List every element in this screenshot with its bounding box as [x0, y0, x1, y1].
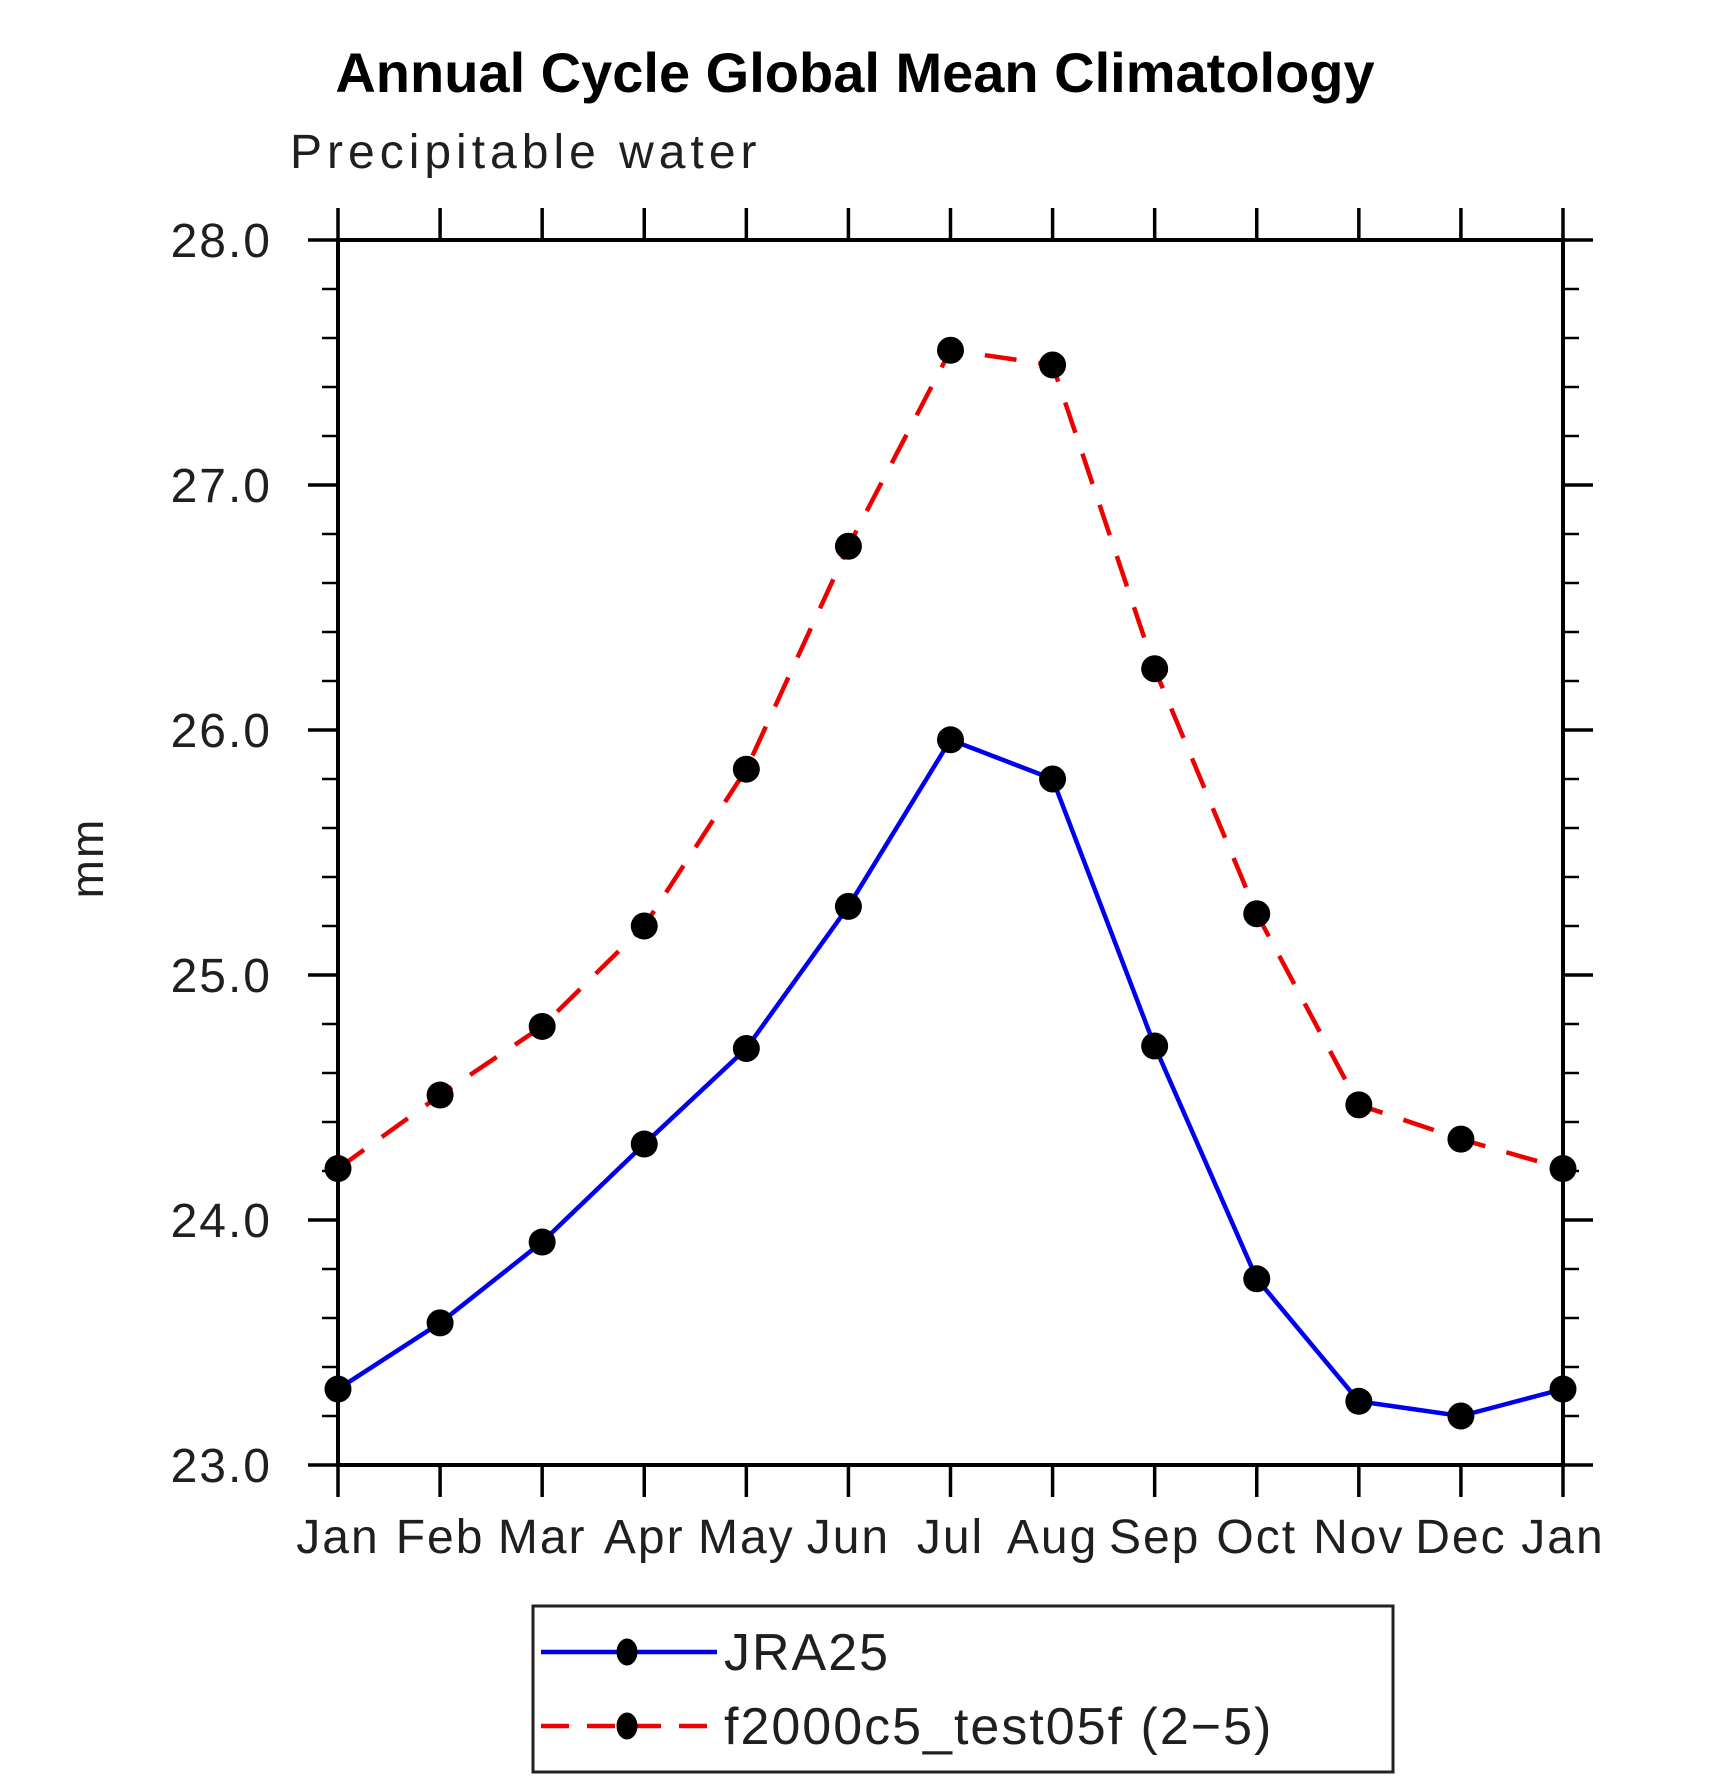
legend-label-1: f2000c5_test05f (2−5): [724, 1698, 1273, 1756]
data-point-1-jan: [1549, 1155, 1577, 1183]
y-axis-title: mm: [61, 818, 113, 899]
data-point-1-jul: [937, 336, 964, 364]
axis-ticks: [308, 208, 1593, 1497]
chart-subtitle: Precipitable water: [290, 126, 762, 179]
data-point-0-jul: [937, 726, 964, 754]
data-point-0-dec: [1447, 1402, 1475, 1430]
data-point-1-mar: [528, 1012, 556, 1040]
data-point-1-nov: [1345, 1091, 1373, 1119]
data-point-0-aug: [1039, 765, 1067, 793]
data-point-0-oct: [1243, 1265, 1271, 1293]
x-tick-label: Jan: [1521, 1511, 1604, 1564]
x-tick-label: Oct: [1216, 1511, 1297, 1564]
y-tick-label: 27.0: [171, 460, 272, 513]
legend-box: [531, 1604, 1395, 1774]
data-point-0-mar: [528, 1228, 556, 1256]
x-tick-label: Sep: [1109, 1511, 1200, 1564]
x-tick-label: Mar: [498, 1511, 587, 1564]
data-series: [336, 347, 1564, 1419]
data-point-0-jun: [834, 892, 862, 920]
legend-marker-0: [616, 1638, 638, 1666]
data-markers: [324, 336, 1577, 1430]
data-point-0-sep: [1141, 1032, 1169, 1060]
data-point-1-may: [732, 755, 760, 783]
data-point-0-feb: [426, 1309, 454, 1337]
x-tick-label: Jun: [807, 1511, 890, 1564]
x-tick-label: May: [698, 1511, 795, 1564]
data-point-1-feb: [426, 1081, 454, 1109]
y-tick-label: 25.0: [171, 950, 272, 1003]
legend-label-0: JRA25: [724, 1624, 890, 1682]
data-point-0-may: [732, 1035, 760, 1062]
x-tick-label: Jul: [917, 1511, 984, 1564]
y-tick-label: 26.0: [171, 705, 272, 758]
chart-title: Annual Cycle Global Mean Climatology: [335, 41, 1374, 104]
data-point-0-jan: [324, 1375, 352, 1403]
x-tick-label: Jan: [296, 1511, 379, 1564]
data-point-0-nov: [1345, 1387, 1373, 1415]
series-line-0: [336, 737, 1564, 1419]
data-point-1-sep: [1141, 655, 1169, 683]
y-tick-label: 24.0: [171, 1195, 272, 1248]
plot-border: [336, 238, 1565, 1467]
x-tick-label: Feb: [396, 1511, 485, 1564]
y-tick-label: 28.0: [171, 215, 272, 268]
plot-frame: [336, 238, 1565, 1467]
legend-marker-1: [616, 1712, 638, 1740]
data-point-1-jun: [834, 532, 862, 560]
data-point-1-dec: [1447, 1125, 1475, 1153]
data-point-1-jan: [324, 1155, 352, 1183]
data-point-1-oct: [1243, 900, 1271, 928]
y-tick-label: 23.0: [171, 1440, 272, 1493]
x-tick-label: Dec: [1415, 1511, 1506, 1564]
data-point-0-apr: [630, 1130, 658, 1158]
legend: JRA25 f2000c5_test05f (2−5): [531, 1604, 1395, 1774]
data-point-0-jan: [1549, 1375, 1577, 1403]
x-tick-label: Aug: [1007, 1511, 1098, 1564]
series-line-1: [336, 347, 1564, 1171]
x-tick-label: Nov: [1313, 1511, 1404, 1564]
x-tick-label: Apr: [604, 1511, 685, 1564]
data-point-1-aug: [1039, 351, 1067, 379]
data-point-1-apr: [630, 912, 658, 940]
